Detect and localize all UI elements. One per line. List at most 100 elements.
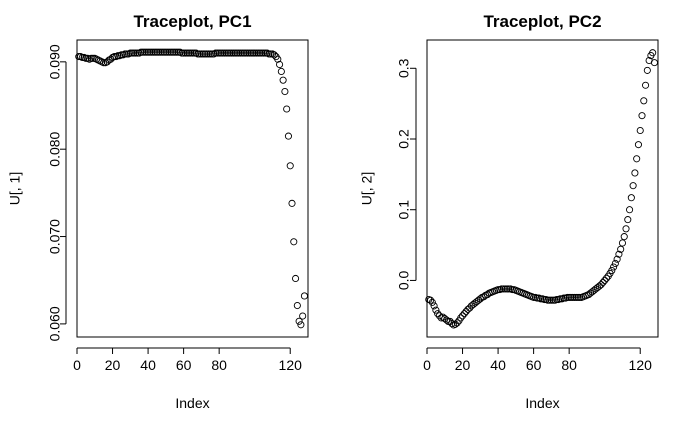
pc1-x-axis-label: Index (175, 395, 209, 411)
pc2-data-point (499, 285, 507, 293)
pc1-data-point (242, 49, 250, 57)
pc2-x-axis-label: Index (525, 395, 559, 411)
pc2-data-point (457, 314, 465, 322)
pc1-data-point (132, 49, 140, 57)
pc1-x-tick-label: 0 (73, 357, 81, 373)
pc2-data-point (501, 285, 509, 293)
pc1-data-point (283, 105, 291, 113)
pc2-data-point (601, 276, 609, 284)
pc1-data-point (174, 48, 182, 56)
panel-pc1: Traceplot, PC1 0 20 40 60 80 120 0.060 0.070 0.08… (7, 12, 309, 411)
pc1-x-tick-label: 120 (279, 357, 303, 373)
pc1-data-point (160, 48, 168, 56)
pc2-data-point (595, 282, 603, 290)
pc1-data-point (229, 49, 237, 57)
pc1-data-point (249, 49, 257, 57)
pc2-y-tick-label: 0.1 (396, 200, 412, 220)
pc1-data-point (235, 49, 243, 57)
pc1-x-tick-label: 60 (176, 357, 192, 373)
pc2-data-point (546, 296, 554, 304)
pc1-data-point (204, 50, 213, 58)
pc2-data-point (442, 316, 451, 324)
pc1-data-point (114, 52, 122, 60)
pc1-y-tick-label: 0.060 (47, 306, 63, 341)
pc1-data-point (252, 49, 261, 57)
pc1-data-point (167, 48, 175, 56)
pc2-data-point (498, 285, 506, 293)
pc1-data-point (130, 49, 138, 57)
pc1-data-point (274, 55, 282, 63)
pc2-data-point (537, 295, 545, 303)
pc1-data-point (142, 48, 150, 56)
pc1-data-point (171, 48, 179, 56)
pc2-data-point (494, 286, 502, 294)
pc1-data-point (110, 53, 118, 61)
pc1-data-point (117, 51, 125, 59)
pc2-data-point (560, 294, 568, 302)
pc2-y-tick-label: 0.2 (396, 129, 412, 149)
pc1-data-point (258, 49, 266, 57)
pc2-data-point (634, 141, 643, 149)
pc2-x-tick-label: 60 (526, 357, 542, 373)
panel-pc2: Traceplot, PC2 0 20 40 60 80 120 0.0 0.1 0.2 0.3 In… (359, 12, 659, 411)
pc1-data-point (196, 50, 204, 58)
pc2-y-axis-label: U[, 2] (359, 172, 375, 205)
pc2-data-point (569, 293, 577, 301)
pc1-data-point (276, 60, 284, 69)
pc1-data-point (153, 48, 161, 56)
pc2-data-point (572, 293, 580, 301)
pc2-data-point (430, 302, 438, 310)
pc2-data-point (629, 182, 637, 190)
pc1-y-tick-label: 0.090 (47, 44, 63, 79)
pc2-data-point (611, 259, 619, 268)
pc1-data-point (206, 50, 214, 58)
pc1-data-point (286, 162, 294, 170)
pc2-data-point (624, 216, 632, 224)
pc2-data-point (615, 250, 623, 258)
pc1-data-point (103, 58, 111, 66)
pc2-data-point (563, 293, 571, 301)
pc1-data-point (288, 199, 296, 207)
pc2-data-point (627, 194, 635, 202)
pc1-data-point (212, 49, 220, 57)
pc1-data-point (148, 48, 156, 56)
pc1-data-point (226, 49, 234, 57)
pc2-data-point (530, 293, 538, 301)
pc2-data-point (426, 296, 435, 304)
pc2-data-point (549, 296, 557, 304)
pc1-data-point (299, 312, 307, 320)
pc2-data-point (636, 126, 644, 135)
pc1-data-point (146, 48, 154, 56)
pc1-data-point (231, 49, 239, 57)
pc2-data-point (451, 320, 459, 328)
pc2-data-point (613, 255, 621, 263)
pc1-data-point (247, 49, 255, 57)
pc1-data-point (169, 48, 177, 56)
pc1-data-point (165, 48, 173, 56)
pc2-data-point (458, 312, 467, 320)
pc2-data-point (565, 293, 573, 301)
pc1-data-point (240, 49, 248, 57)
pc1-data-point (75, 53, 83, 61)
pc2-data-point (444, 317, 452, 325)
pc1-data-point (244, 49, 252, 57)
pc2-x-tick-label: 0 (423, 357, 431, 373)
pc1-data-point (162, 48, 170, 56)
pc1-data-point (219, 49, 227, 57)
pc2-data-point (608, 266, 616, 275)
pc1-data-point (217, 49, 225, 57)
pc1-data-point (233, 49, 241, 57)
pc1-data-point (144, 48, 152, 56)
pc1-data-point (82, 54, 90, 62)
pc1-data-point (224, 49, 232, 57)
pc2-y-tick-label: 0.3 (396, 58, 412, 78)
pc2-data-point (650, 59, 659, 67)
pc1-data-point (151, 48, 159, 56)
pc1-data-point (178, 49, 186, 57)
pc1-data-point (158, 48, 166, 56)
pc1-data-point (208, 50, 216, 58)
pc1-data-point (123, 50, 131, 58)
pc2-data-point (570, 293, 579, 301)
pc1-data-point (87, 54, 95, 62)
